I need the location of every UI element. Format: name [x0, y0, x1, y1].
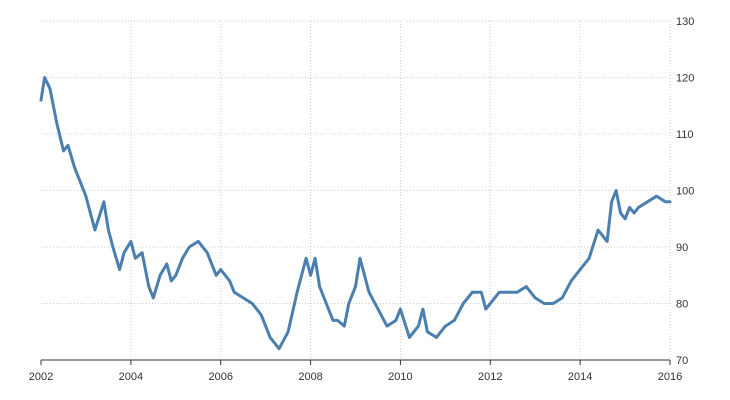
tick-labels: 2002 2004 2006 2008 2010 2012 2014 2016 70 80 90 10… [29, 16, 695, 383]
gridlines [41, 20, 671, 360]
x-tick-label: 2014 [568, 371, 592, 383]
y-tick-label: 70 [676, 355, 688, 367]
x-tick-label: 2010 [388, 371, 412, 383]
y-tick-label: 80 [676, 299, 688, 311]
x-tick-label: 2008 [298, 371, 322, 383]
axes [40, 359, 671, 365]
x-tick-label: 2006 [208, 371, 232, 383]
y-tick-label: 130 [676, 16, 694, 28]
y-tick-label: 100 [676, 186, 694, 198]
x-tick-label: 2002 [29, 371, 53, 383]
x-tick-label: 2012 [478, 371, 502, 383]
x-tick-label: 2004 [119, 371, 143, 383]
y-tick-label: 120 [676, 73, 694, 85]
x-tick-label: 2016 [658, 371, 682, 383]
series-line-0 [39, 76, 672, 351]
series-layer [39, 76, 672, 351]
y-tick-label: 90 [676, 242, 688, 254]
y-tick-label: 110 [676, 129, 694, 141]
